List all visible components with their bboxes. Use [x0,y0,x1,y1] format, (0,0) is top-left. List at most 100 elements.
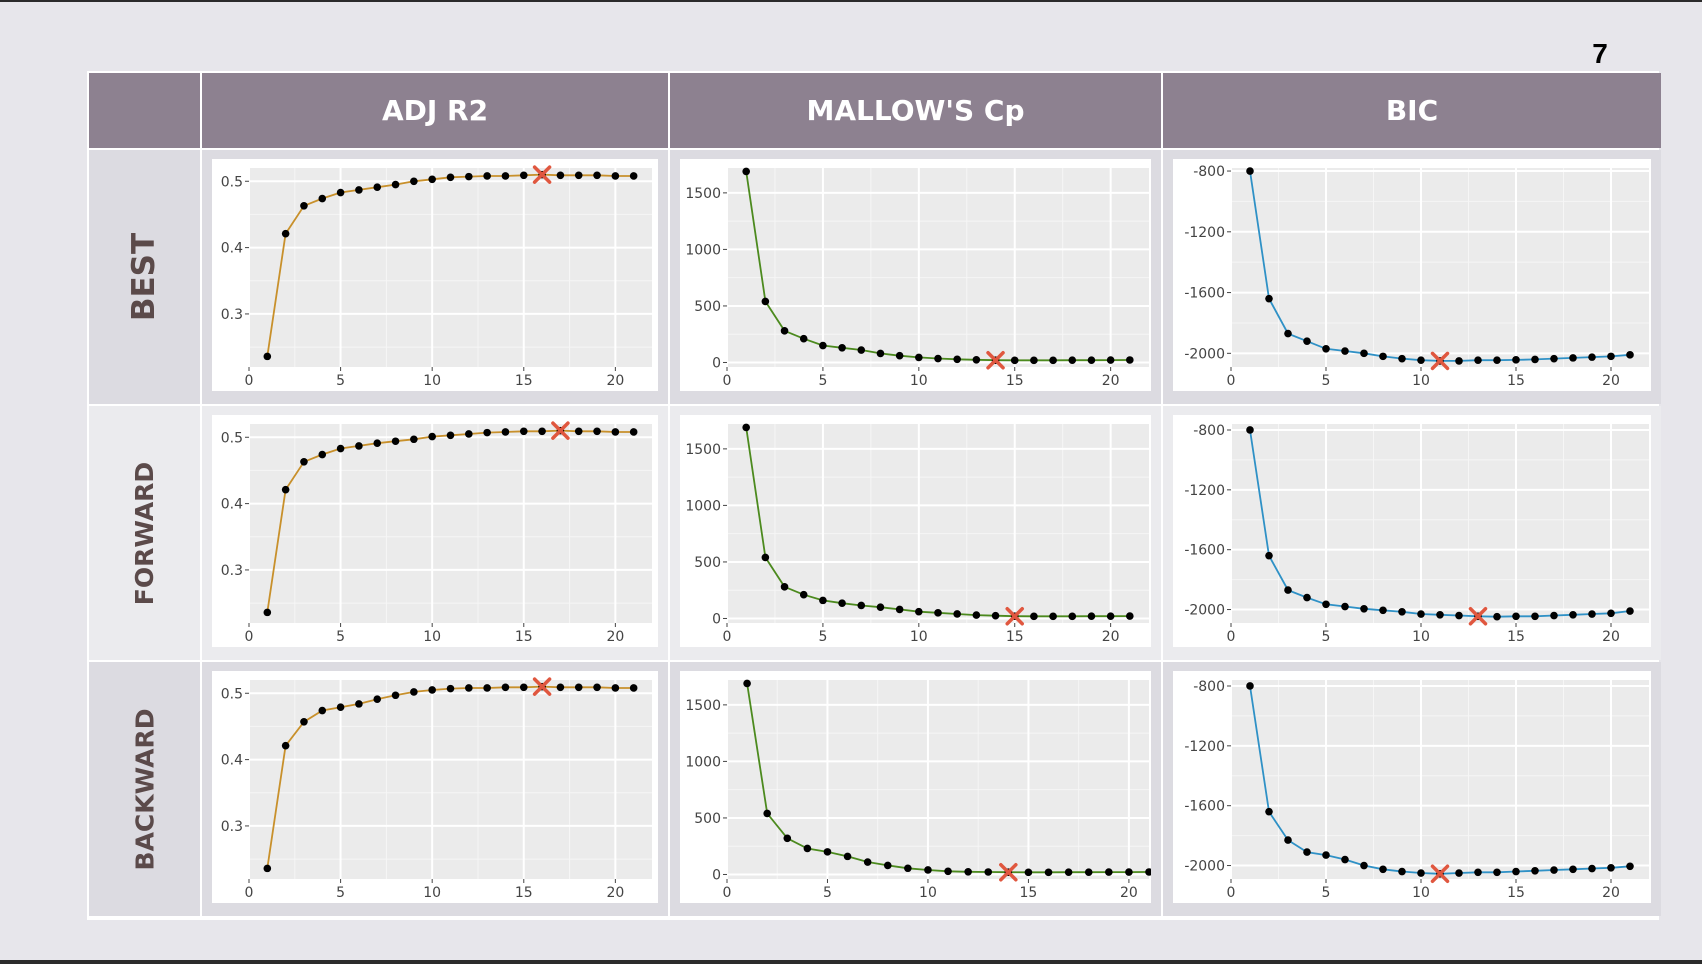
data-point [1087,612,1096,621]
data-point [1436,610,1444,619]
data-point [1493,612,1501,621]
data-point [391,691,400,700]
optimal-marker [1430,864,1450,884]
data-point [1024,868,1033,877]
chart-forward-cp: 0 5 10 15 20 0 500 1000 1500 [680,415,1151,647]
data-point [355,442,363,450]
marker-stroke [1430,351,1450,371]
x-tick-label: 15 [1020,885,1038,901]
data-point [953,355,961,364]
x-tick-label: 20 [606,373,624,389]
data-point [355,700,363,708]
data-point [934,609,942,617]
data-point [1398,354,1406,363]
data-point [895,351,904,360]
data-point [1626,607,1634,615]
data-point [1284,836,1292,844]
data-point [1455,611,1463,620]
data-point [611,428,620,436]
data-point [410,177,418,186]
data-point [428,686,436,694]
y-tick-label: 1500 [685,186,721,202]
chart-backward-adjr2: 0 5 10 15 20 0.3 0.4 0.5 [212,671,658,903]
x-tick-label: 15 [1507,885,1525,901]
chart-backward-cp: 0 5 10 15 20 0 500 1000 1500 [680,671,1151,903]
data-point [373,695,382,704]
data-point [1246,426,1254,434]
column-header-adjr2: ADJ R2 [202,73,668,148]
y-tick-label: -1600 [1184,286,1225,302]
data-point [519,683,528,692]
cell-best-cp: 0 5 10 15 20 0 500 1000 1500 [670,150,1161,404]
x-tick-label: 0 [1227,629,1236,645]
y-tick-label: -2000 [1184,859,1225,875]
x-tick-label: 0 [1227,885,1236,901]
data-point [300,202,308,210]
marker-stroke [532,677,552,696]
x-tick-label: 20 [1602,629,1620,645]
data-point [1607,352,1615,361]
data-point [1550,866,1558,874]
data-point [1145,868,1151,876]
marker-stroke [999,862,1018,882]
data-point [300,717,308,726]
marker-stroke [1430,864,1450,884]
x-tick-label: 0 [245,629,254,645]
data-point [838,343,846,352]
x-tick-label: 0 [723,885,732,901]
data-point [1474,868,1482,877]
data-point [1455,357,1463,365]
data-point [1512,612,1520,621]
x-tick-label: 10 [1412,629,1430,645]
x-tick-label: 20 [1602,885,1620,901]
data-point [761,553,770,562]
y-tick-label: 0 [712,611,721,627]
data-point [1379,865,1387,874]
data-point [1550,354,1558,363]
chart-forward-adjr2: 0 5 10 15 20 0.3 0.4 0.5 [212,415,658,647]
data-point [1379,606,1387,615]
x-tick-label: 10 [423,885,441,901]
y-tick-label: 0 [712,867,721,883]
plot-panel [249,424,652,623]
x-tick-label: 0 [245,885,254,901]
data-point [1284,329,1292,338]
data-point [501,172,510,180]
data-point [843,852,852,861]
data-point [1303,848,1311,856]
data-point [895,605,904,614]
x-tick-label: 10 [423,373,441,389]
data-point [1417,356,1425,364]
plot-panel [727,168,1149,367]
data-point [593,427,601,436]
data-point [799,590,808,599]
data-point [1126,356,1134,364]
data-point [538,427,546,436]
data-point [519,427,528,436]
corner-cell [89,73,200,148]
y-tick-label: -800 [1193,423,1225,439]
y-tick-label: 1000 [685,498,721,514]
data-point [373,439,382,448]
data-point [1049,356,1057,365]
data-point [1303,593,1311,602]
data-point [1246,682,1254,690]
data-point [1341,855,1349,864]
marker-stroke [1005,606,1024,626]
data-point [857,601,866,610]
x-tick-label: 5 [1322,373,1331,389]
x-tick-label: 20 [1102,629,1120,645]
x-tick-label: 20 [1102,373,1120,389]
data-point [593,171,601,180]
x-tick-label: 0 [723,629,732,645]
data-point [410,435,418,444]
optimal-marker [1005,606,1024,626]
data-point [1087,356,1096,365]
data-point [483,684,491,692]
data-point [1626,862,1634,871]
x-tick-label: 15 [1006,629,1024,645]
x-tick-label: 20 [1120,885,1138,901]
plot-panel [1231,680,1649,879]
column-header-bic: BIC [1163,73,1661,148]
data-point [446,431,455,440]
